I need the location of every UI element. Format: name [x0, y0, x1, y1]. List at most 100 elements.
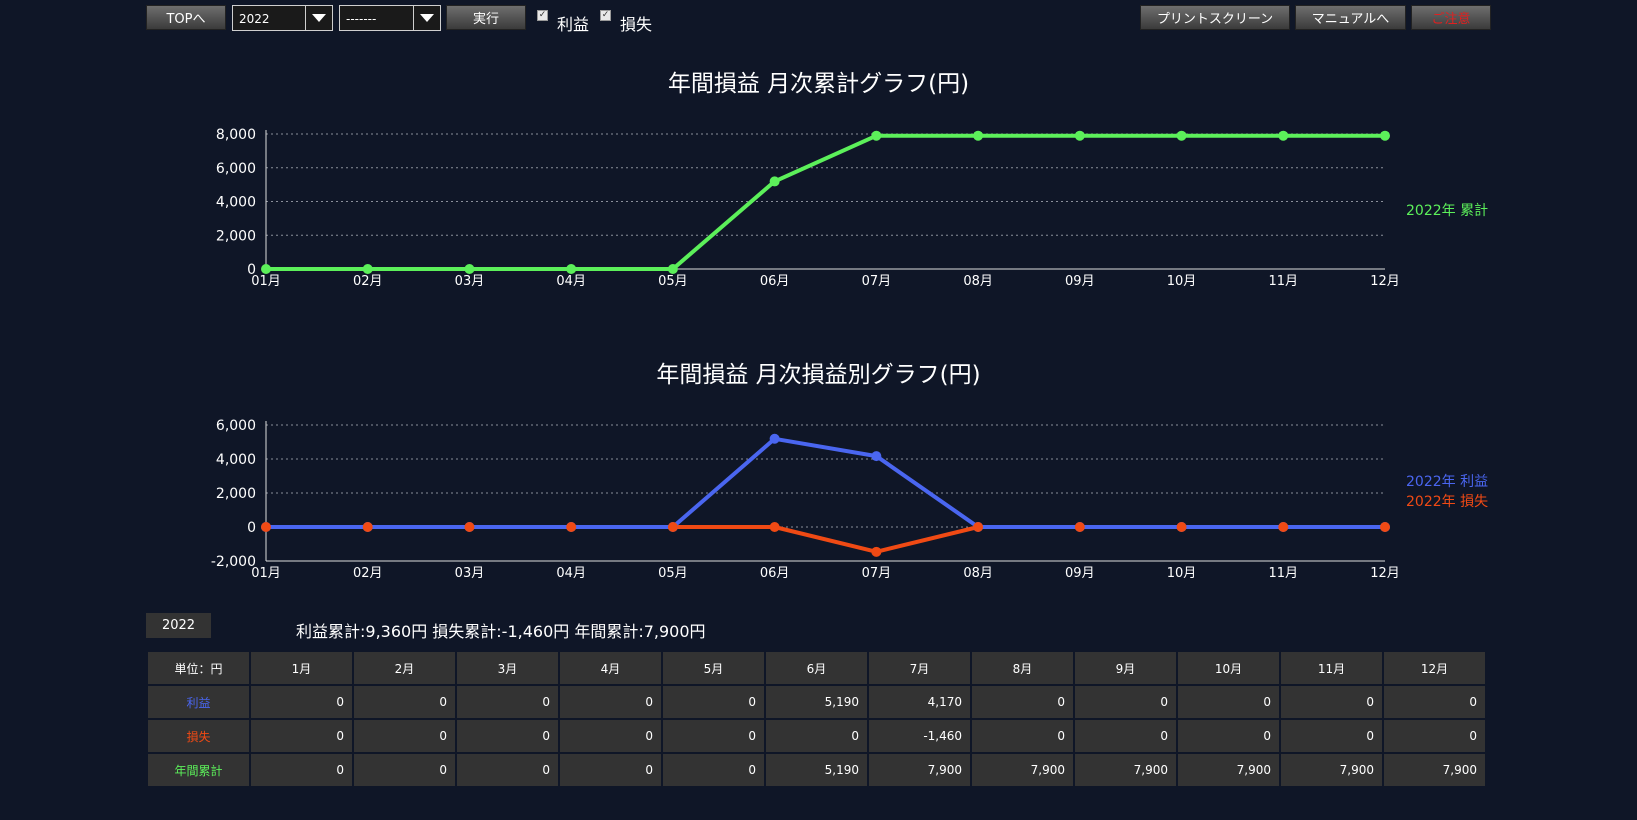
- month-header: 5月: [661, 650, 766, 686]
- year-select-value: 2022: [239, 12, 270, 26]
- year-tab[interactable]: 2022: [146, 613, 211, 638]
- data-point: [769, 433, 780, 444]
- data-point: [1278, 130, 1289, 141]
- table-cell: 0: [558, 752, 663, 788]
- data-point: [1278, 522, 1289, 532]
- y-tick-label: 0: [247, 520, 256, 536]
- data-point: [1176, 130, 1187, 141]
- table-cell: 4,170: [867, 684, 972, 720]
- x-tick-label: 04月: [556, 566, 586, 581]
- month-header: 4月: [558, 650, 663, 686]
- x-tick-label: 08月: [963, 566, 993, 581]
- data-point: [464, 264, 475, 274]
- month-header: 10月: [1176, 650, 1281, 686]
- table-cell: 0: [558, 684, 663, 720]
- y-tick-label: -2,000: [211, 554, 256, 570]
- profit-checkbox[interactable]: ✓: [537, 10, 548, 21]
- table-cell: 5,190: [764, 684, 869, 720]
- table-cell: 0: [352, 718, 457, 754]
- month-header: 1月: [249, 650, 354, 686]
- x-tick-label: 02月: [353, 566, 383, 581]
- data-point: [973, 130, 984, 141]
- legend-entry: 2022年 利益: [1406, 474, 1488, 490]
- data-point: [871, 546, 882, 557]
- table-cell: 7,900: [867, 752, 972, 788]
- table-header-row: 単位：円 1月 2月 3月 4月 5月 6月 7月 8月 9月 10月 11月 …: [146, 650, 1487, 686]
- y-tick-label: 2,000: [216, 228, 256, 244]
- data-point: [871, 451, 882, 462]
- table-cell: 0: [352, 684, 457, 720]
- table-cell: 0: [1382, 684, 1487, 720]
- x-tick-label: 12月: [1370, 274, 1400, 289]
- data-point: [871, 130, 882, 141]
- notice-button[interactable]: ご注意: [1411, 5, 1491, 30]
- loss-checkbox[interactable]: ✓: [600, 10, 611, 21]
- x-tick-label: 01月: [251, 566, 281, 581]
- data-point: [769, 176, 780, 187]
- row-label-profit: 利益: [146, 684, 251, 720]
- x-tick-label: 05月: [658, 566, 688, 581]
- series-line: [266, 436, 1385, 529]
- profit-loss-chart: -2,000 0 2,000 4,000 6,000 01月 02月 03月 04月 05月 06月…: [211, 418, 1488, 581]
- monthly-table: 単位：円 1月 2月 3月 4月 5月 6月 7月 8月 9月 10月 11月 …: [146, 650, 1487, 788]
- month-header: 7月: [867, 650, 972, 686]
- y-tick-label: 4,000: [216, 195, 256, 211]
- data-point: [261, 264, 271, 274]
- x-tick-label: 09月: [1065, 566, 1095, 581]
- month-header: 6月: [764, 650, 869, 686]
- table-row-profit: 利益 0 0 0 0 0 5,190 4,170 0 0 0 0 0: [146, 684, 1487, 720]
- month-header: 2月: [352, 650, 457, 686]
- x-tick-label: 10月: [1167, 566, 1197, 581]
- table-cell: 7,900: [970, 752, 1075, 788]
- table-cell: 7,900: [1382, 752, 1487, 788]
- data-point: [1176, 522, 1187, 532]
- x-tick-label: 02月: [353, 274, 383, 289]
- month-header: 3月: [455, 650, 560, 686]
- year-select[interactable]: 2022: [232, 5, 333, 31]
- table-cell: -1,460: [867, 718, 972, 754]
- top-button[interactable]: TOPへ: [146, 5, 226, 30]
- profit-checkbox-label: 利益: [557, 15, 590, 34]
- run-button[interactable]: 実行: [446, 5, 526, 30]
- y-tick-label: 2,000: [216, 486, 256, 502]
- data-point: [261, 522, 271, 532]
- month-header: 11月: [1279, 650, 1384, 686]
- table-row-loss: 損失 0 0 0 0 0 0 -1,460 0 0 0 0 0: [146, 718, 1487, 754]
- table-cell: 0: [1382, 718, 1487, 754]
- row-label-loss: 損失: [146, 718, 251, 754]
- table-cell: 0: [1073, 684, 1178, 720]
- y-tick-label: 4,000: [216, 452, 256, 468]
- data-point: [769, 522, 780, 532]
- data-point: [566, 264, 577, 274]
- month-header: 12月: [1382, 650, 1487, 686]
- series-line: [266, 133, 1385, 271]
- table-cell: 0: [661, 684, 766, 720]
- y-tick-label: 6,000: [216, 418, 256, 434]
- table-cell: 0: [764, 718, 869, 754]
- print-screen-button[interactable]: プリントスクリーン: [1140, 5, 1290, 30]
- table-cell: 0: [455, 684, 560, 720]
- x-tick-label: 07月: [862, 566, 892, 581]
- x-tick-label: 04月: [556, 274, 586, 289]
- x-tick-label: 06月: [760, 566, 790, 581]
- chevron-down-icon[interactable]: [413, 6, 440, 30]
- manual-button[interactable]: マニュアルへ: [1295, 5, 1406, 30]
- month-header: 9月: [1073, 650, 1178, 686]
- data-point: [362, 522, 373, 532]
- table-cell: 7,900: [1073, 752, 1178, 788]
- chevron-down-icon[interactable]: [305, 6, 332, 30]
- table-cell: 0: [1176, 718, 1281, 754]
- data-point: [362, 264, 373, 274]
- y-tick-label: 8,000: [216, 127, 256, 143]
- profit-loss-chart-title: 年間損益 月次損益別グラフ(円): [656, 362, 981, 388]
- data-point: [1380, 522, 1390, 532]
- data-point: [667, 264, 678, 274]
- cumulative-chart: 0 2,000 4,000 6,000 8,000 01月 02月 03月 04月 05月 06月 0…: [216, 127, 1488, 289]
- month-select-value: -------: [346, 12, 377, 26]
- table-row-cumulative: 年間累計 0 0 0 0 0 5,190 7,900 7,900 7,900 7…: [146, 752, 1487, 788]
- table-cell: 5,190: [764, 752, 869, 788]
- table-cell: 0: [970, 718, 1075, 754]
- month-select[interactable]: -------: [339, 5, 441, 31]
- x-tick-label: 11月: [1268, 274, 1298, 289]
- data-point: [1074, 522, 1085, 532]
